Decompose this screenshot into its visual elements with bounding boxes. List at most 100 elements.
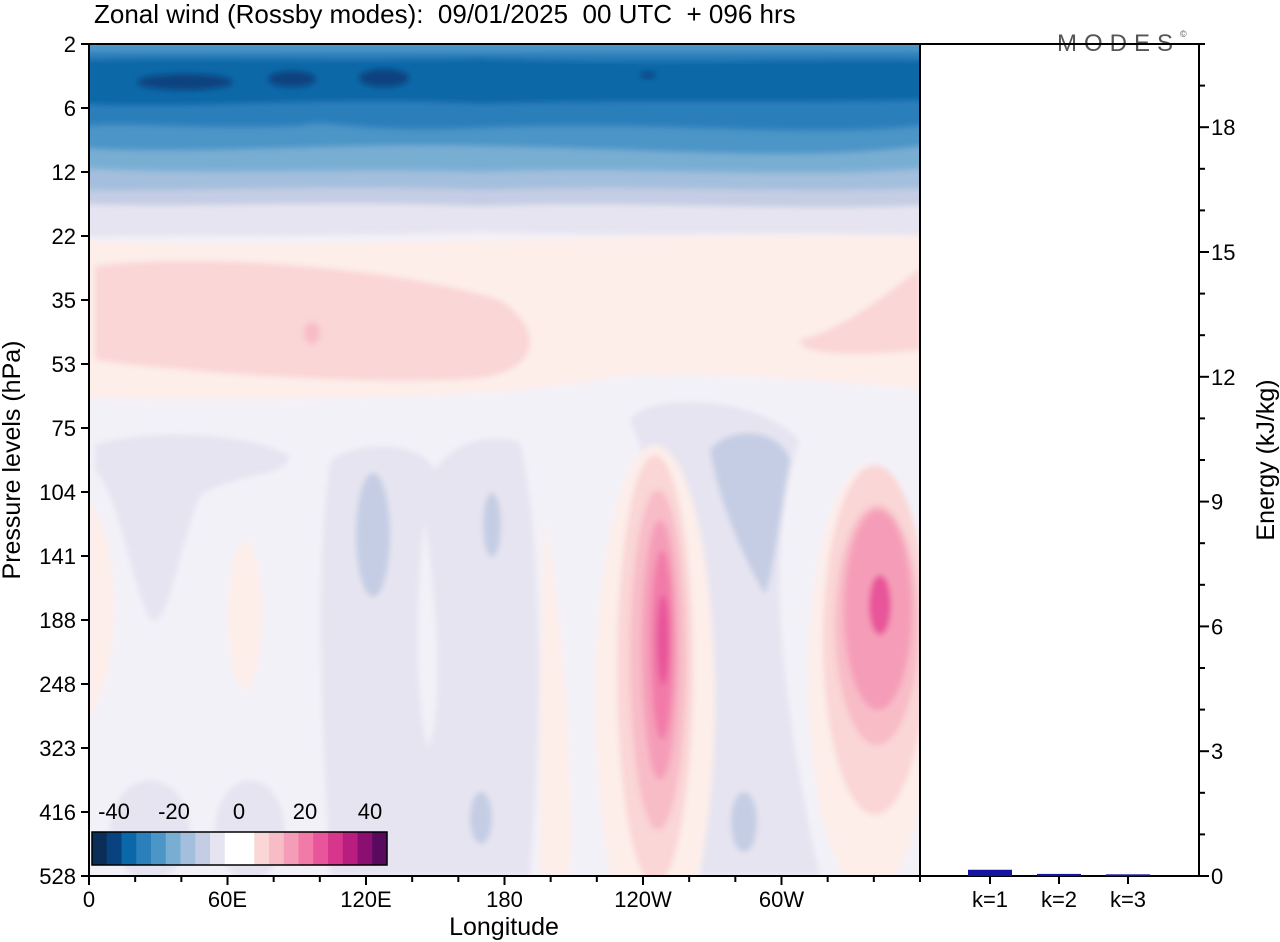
jet-core	[359, 69, 409, 87]
energy-tick-label: 0	[1211, 864, 1223, 889]
colorbar-swatch	[121, 832, 137, 865]
colorbar-label: 40	[358, 799, 382, 824]
y-tick-label: 188	[39, 608, 76, 633]
upper-jet-bands	[89, 44, 920, 238]
contour-map	[89, 44, 920, 876]
x-tick-label: 120E	[340, 887, 391, 912]
colorbar-swatch	[210, 832, 226, 865]
y-axis-title: Pressure levels (hPa)	[0, 341, 26, 580]
colorbar-swatch	[313, 832, 329, 865]
energy-bar	[968, 869, 1012, 876]
colorbar-label: 20	[293, 799, 317, 824]
energy-bar	[1037, 873, 1081, 876]
colorbar-swatch	[298, 832, 314, 865]
y-tick-label: 75	[52, 416, 76, 441]
westerly-jet-120w	[595, 445, 715, 876]
band-pos-2	[95, 260, 530, 381]
band-pos-3	[304, 322, 320, 344]
easterly-core	[483, 493, 501, 557]
energy-tick-label: 6	[1211, 614, 1223, 639]
y-tick-label: 248	[39, 672, 76, 697]
colorbar-swatch	[254, 832, 270, 865]
chart-title: Zonal wind (Rossby modes): 09/01/2025 00…	[94, 0, 796, 29]
x-tick-label: 60W	[759, 887, 804, 912]
energy-bars	[968, 869, 1150, 876]
energy-bar	[1106, 874, 1150, 876]
colorbar-swatch	[165, 832, 181, 865]
energy-tick-label: 9	[1211, 490, 1223, 515]
easterly-core	[470, 792, 492, 844]
band-neg-9	[89, 44, 920, 52]
pressure-axis: 2 6 12 22 35 53 75 104 141 188 248 323 416 528	[39, 32, 89, 889]
energy-category-label: k=1	[972, 887, 1008, 912]
energy-tick-label: 3	[1211, 739, 1223, 764]
y-tick-label: 22	[52, 224, 76, 249]
colorbar-label: -20	[158, 799, 190, 824]
colorbar-swatch	[328, 832, 344, 865]
x-tick-label: 60E	[208, 887, 247, 912]
y-tick-label: 53	[52, 352, 76, 377]
longitude-axis: 0 60E 120E 180 120W 60W	[83, 876, 921, 912]
energy-tick-label: 15	[1211, 240, 1235, 265]
y-tick-label: 104	[39, 480, 76, 505]
jet-core	[268, 71, 316, 87]
energy-panel-frame	[919, 43, 1200, 877]
colorbar-swatch	[342, 832, 358, 865]
band-pos-2	[800, 268, 920, 354]
colorbar-swatch	[357, 832, 373, 865]
energy-category-label: k=3	[1110, 887, 1146, 912]
colorbar-swatch	[195, 832, 211, 865]
colorbar-swatch	[239, 832, 255, 865]
energy-axis: 0 3 6 9 12 15 18	[1199, 43, 1235, 889]
y-tick-label: 6	[64, 96, 76, 121]
easterly-core	[731, 792, 757, 852]
y-tick-label: 141	[39, 544, 76, 569]
energy-axis-title: Energy (kJ/kg)	[1252, 379, 1280, 540]
jet-core	[137, 74, 233, 90]
x-tick-label: 120W	[614, 887, 672, 912]
y-tick-label: 12	[52, 160, 76, 185]
colorbar-swatch	[372, 832, 388, 865]
colorbar-swatch	[151, 832, 167, 865]
y-tick-label: 528	[39, 864, 76, 889]
jet-core	[640, 72, 656, 78]
band-pos-6	[657, 595, 669, 685]
colorbar-swatch	[106, 832, 122, 865]
mid-westerly-region	[89, 235, 920, 399]
x-tick-label: 180	[486, 887, 523, 912]
colorbar-swatch	[224, 832, 240, 865]
jet-cores	[137, 69, 656, 90]
colorbar	[91, 831, 388, 866]
colorbar-labels: -40 -20 0 20 40	[98, 799, 382, 824]
colorbar-swatches	[92, 832, 388, 865]
y-tick-label: 2	[64, 32, 76, 57]
x-tick-label: 0	[83, 887, 95, 912]
brand-mark: ©	[1180, 29, 1187, 39]
y-tick-label: 323	[39, 736, 76, 761]
easterly-core	[710, 433, 790, 594]
lower-region	[89, 401, 820, 876]
easterly-core	[356, 473, 390, 597]
x-axis-title: Longitude	[449, 913, 559, 941]
westerly-jet-30w	[808, 465, 920, 876]
easterly-cell	[95, 434, 290, 621]
y-tick-label: 416	[39, 800, 76, 825]
westerly-cell	[540, 520, 571, 876]
colorbar-frame	[91, 831, 388, 866]
colorbar-swatch	[136, 832, 152, 865]
colorbar-swatch	[92, 832, 108, 865]
energy-tick-label: 12	[1211, 365, 1235, 390]
energy-categories: k=1 k=2 k=3	[972, 876, 1146, 912]
westerly-cell	[417, 520, 438, 748]
colorbar-swatch	[283, 832, 299, 865]
energy-tick-label: 18	[1211, 115, 1235, 140]
energy-category-label: k=2	[1041, 887, 1077, 912]
colorbar-label: -40	[98, 799, 130, 824]
westerly-cell	[228, 540, 262, 690]
colorbar-label: 0	[233, 799, 245, 824]
band-pos-5	[869, 575, 891, 635]
colorbar-swatch	[180, 832, 196, 865]
y-tick-label: 35	[52, 288, 76, 313]
westerly-cell	[89, 500, 115, 720]
